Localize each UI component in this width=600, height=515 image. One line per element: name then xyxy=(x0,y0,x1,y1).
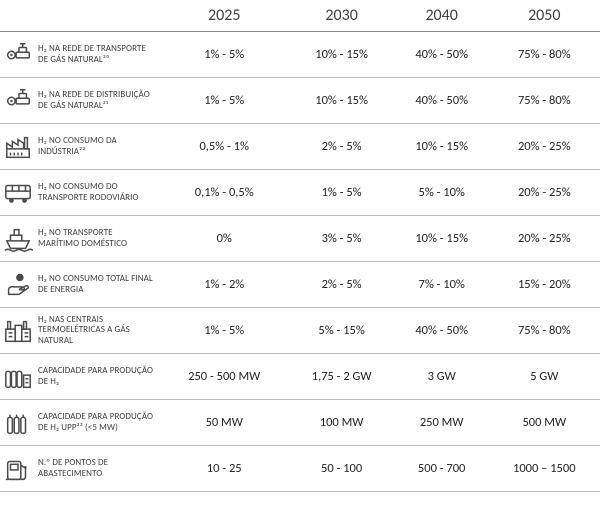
table-row: H₂ NO TRANSPORTE MARÍTIMO DOMÉSTICO0%3% … xyxy=(0,216,600,262)
col-2025: 2025 xyxy=(160,0,288,32)
pipeline-valve-icon xyxy=(0,32,36,78)
cell-value: 5% - 15% xyxy=(288,308,394,354)
col-2030: 2030 xyxy=(288,0,394,32)
cell-value: 3 GW xyxy=(395,354,489,400)
cell-value: 100 MW xyxy=(288,400,394,446)
row-label: CAPACIDADE PARA PRODUÇÃO DE H₂ xyxy=(36,354,160,400)
cell-value: 3% - 5% xyxy=(288,216,394,262)
h2-targets-table: 2025 2030 2040 2050 H₂ NA REDE DE TRANSP… xyxy=(0,0,600,492)
cell-value: 40% - 50% xyxy=(395,308,489,354)
tanks-building-icon xyxy=(0,354,36,400)
cell-value: 10% - 15% xyxy=(395,216,489,262)
table-row: H₂ NA REDE DE TRANSPORTE DE GÁS NATURAL²… xyxy=(0,32,600,78)
cell-value: 250 MW xyxy=(395,400,489,446)
table-row: H₂ NAS CENTRAIS TERMOELÉTRICAS A GÁS NAT… xyxy=(0,308,600,354)
cell-value: 15% - 20% xyxy=(489,262,600,308)
cell-value: 1% - 2% xyxy=(160,262,288,308)
table-row: N.º DE PONTOS DE ABASTECIMENTO10 - 2550 … xyxy=(0,446,600,492)
table-header-row: 2025 2030 2040 2050 xyxy=(0,0,600,32)
cell-value: 1% - 5% xyxy=(160,32,288,78)
cell-value: 75% - 80% xyxy=(489,78,600,124)
cell-value: 40% - 50% xyxy=(395,32,489,78)
cell-value: 50 - 100 xyxy=(288,446,394,492)
col-2040: 2040 xyxy=(395,0,489,32)
row-label: H₂ NAS CENTRAIS TERMOELÉTRICAS A GÁS NAT… xyxy=(36,308,160,354)
cell-value: 75% - 80% xyxy=(489,32,600,78)
hand-energy-icon xyxy=(0,262,36,308)
col-2050: 2050 xyxy=(489,0,600,32)
table-row: H₂ NA REDE DE DISTRIBUIÇÃO DE GÁS NATURA… xyxy=(0,78,600,124)
row-label: H₂ NO CONSUMO DA INDÚSTRIA²² xyxy=(36,124,160,170)
cell-value: 20% - 25% xyxy=(489,124,600,170)
cell-value: 20% - 25% xyxy=(489,170,600,216)
cell-value: 1% - 5% xyxy=(160,78,288,124)
cell-value: 2% - 5% xyxy=(288,124,394,170)
cell-value: 1% - 5% xyxy=(288,170,394,216)
table-row: H₂ NO CONSUMO DO TRANSPORTE RODOVIÁRIO0,… xyxy=(0,170,600,216)
cell-value: 7% - 10% xyxy=(395,262,489,308)
cell-value: 2% - 5% xyxy=(288,262,394,308)
pipeline-valve-icon xyxy=(0,78,36,124)
factory-icon xyxy=(0,124,36,170)
cell-value: 10% - 15% xyxy=(288,32,394,78)
cell-value: 250 - 500 MW xyxy=(160,354,288,400)
cell-value: 10% - 15% xyxy=(395,124,489,170)
row-label: N.º DE PONTOS DE ABASTECIMENTO xyxy=(36,446,160,492)
row-label: H₂ NO CONSUMO DO TRANSPORTE RODOVIÁRIO xyxy=(36,170,160,216)
cell-value: 0% xyxy=(160,216,288,262)
table-row: H₂ NO CONSUMO DA INDÚSTRIA²²0,5% - 1%2% … xyxy=(0,124,600,170)
cell-value: 1000 – 1500 xyxy=(489,446,600,492)
cell-value: 1% - 5% xyxy=(160,308,288,354)
cell-value: 50 MW xyxy=(160,400,288,446)
table-row: CAPACIDADE PARA PRODUÇÃO DE H₂250 - 500 … xyxy=(0,354,600,400)
header-blank xyxy=(0,0,160,32)
fuel-pump-icon xyxy=(0,446,36,492)
bus-icon xyxy=(0,170,36,216)
cell-value: 0,1% - 0,5% xyxy=(160,170,288,216)
cell-value: 500 MW xyxy=(489,400,600,446)
table-row: H₂ NO CONSUMO TOTAL FINAL DE ENERGIA1% -… xyxy=(0,262,600,308)
tanks-small-icon xyxy=(0,400,36,446)
row-label: H₂ NO CONSUMO TOTAL FINAL DE ENERGIA xyxy=(36,262,160,308)
cell-value: 0,5% - 1% xyxy=(160,124,288,170)
cell-value: 40% - 50% xyxy=(395,78,489,124)
cell-value: 5 GW xyxy=(489,354,600,400)
cell-value: 75% - 80% xyxy=(489,308,600,354)
ship-icon xyxy=(0,216,36,262)
cell-value: 5% - 10% xyxy=(395,170,489,216)
table-row: CAPACIDADE PARA PRODUÇÃO DE H₂ UPP²³ (<5… xyxy=(0,400,600,446)
cell-value: 1,75 - 2 GW xyxy=(288,354,394,400)
row-label: CAPACIDADE PARA PRODUÇÃO DE H₂ UPP²³ (<5… xyxy=(36,400,160,446)
cell-value: 20% - 25% xyxy=(489,216,600,262)
row-label: H₂ NA REDE DE DISTRIBUIÇÃO DE GÁS NATURA… xyxy=(36,78,160,124)
cell-value: 10 - 25 xyxy=(160,446,288,492)
row-label: H₂ NO TRANSPORTE MARÍTIMO DOMÉSTICO xyxy=(36,216,160,262)
row-label: H₂ NA REDE DE TRANSPORTE DE GÁS NATURAL²… xyxy=(36,32,160,78)
power-plant-icon xyxy=(0,308,36,354)
cell-value: 10% - 15% xyxy=(288,78,394,124)
cell-value: 500 - 700 xyxy=(395,446,489,492)
